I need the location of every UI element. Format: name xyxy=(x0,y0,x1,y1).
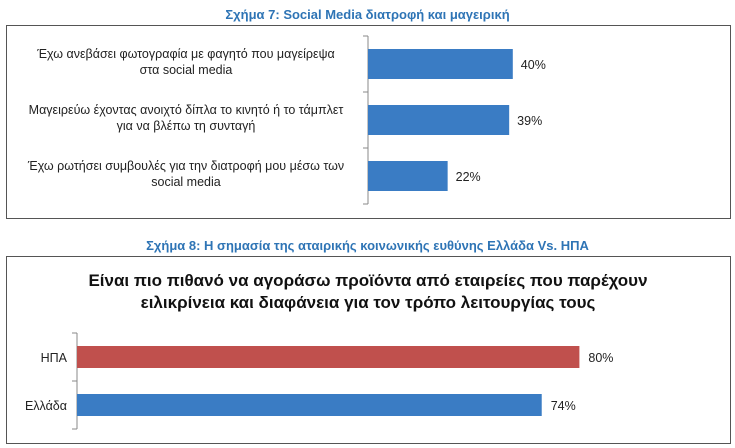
fig7-value-label: 40% xyxy=(521,58,546,72)
fig7-bar xyxy=(368,49,513,79)
figure7-chart-frame: Έχω ανεβάσει φωτογραφία με φαγητό που μα… xyxy=(6,25,731,219)
fig8-category-label: Ελλάδα xyxy=(25,399,67,413)
fig8-bar xyxy=(77,394,542,416)
fig8-category-label: ΗΠΑ xyxy=(41,351,68,365)
fig7-category-label: Έχω ανεβάσει φωτογραφία με φαγητό που μα… xyxy=(36,47,335,77)
figure7-chart: Έχω ανεβάσει φωτογραφία με φαγητό που μα… xyxy=(27,35,546,205)
fig7-category-label: Έχω ρωτήσει συμβουλές για την διατροφή μ… xyxy=(27,159,344,189)
fig7-value-label: 39% xyxy=(517,114,542,128)
figure8-chart: Είναι πιο πιθανό να αγοράσω προϊόντα από… xyxy=(25,271,648,430)
fig8-bar xyxy=(77,346,580,368)
fig7-value-label: 22% xyxy=(456,170,481,184)
fig7-category-label: Μαγειρεύω έχοντας ανοιχτό δίπλα το κινητ… xyxy=(29,103,344,133)
fig8-value-label: 80% xyxy=(588,351,613,365)
fig7-bar xyxy=(368,161,448,191)
figure8-caption: Σχήμα 8: Η σημασία της αταιρικής κοινωνι… xyxy=(146,238,589,253)
fig7-bar xyxy=(368,105,510,135)
fig8-chart-title: Είναι πιο πιθανό να αγοράσω προϊόντα από… xyxy=(88,271,647,312)
fig8-value-label: 74% xyxy=(551,399,576,413)
figure8-chart-frame: Είναι πιο πιθανό να αγοράσω προϊόντα από… xyxy=(6,256,731,444)
figure7-caption: Σχήμα 7: Social Media διατροφή και μαγει… xyxy=(225,7,510,22)
